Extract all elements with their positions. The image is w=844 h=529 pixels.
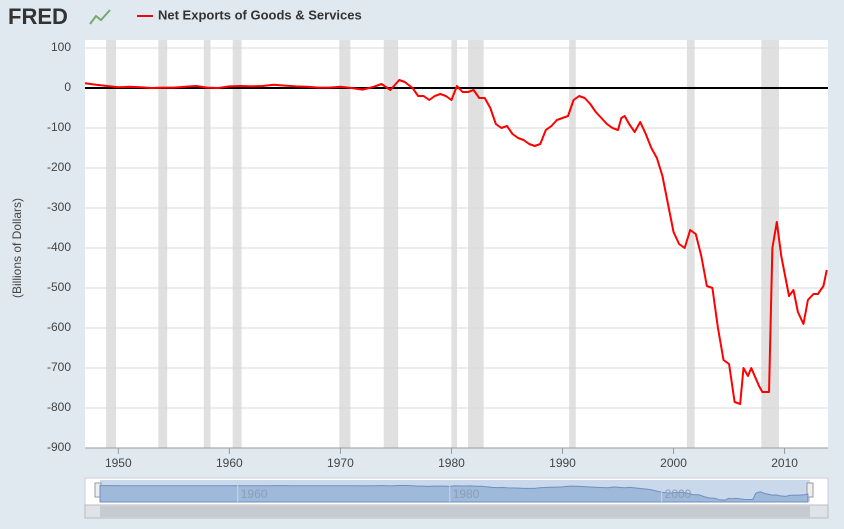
recession-band bbox=[451, 40, 457, 448]
y-tick-label: -100 bbox=[47, 120, 71, 134]
x-tick-label: 1950 bbox=[105, 456, 132, 470]
y-tick-label: -600 bbox=[47, 320, 71, 334]
x-tick-label: 1990 bbox=[549, 456, 576, 470]
y-tick-label: -500 bbox=[47, 280, 71, 294]
data-line bbox=[84, 79, 828, 405]
navigator-tick-label: 1960 bbox=[241, 487, 268, 501]
y-tick-label: -300 bbox=[47, 200, 71, 214]
navigator-tick-label: 1980 bbox=[453, 487, 480, 501]
x-tick-label: 1980 bbox=[438, 456, 465, 470]
recession-band bbox=[232, 40, 242, 448]
recession-band bbox=[203, 40, 211, 448]
recession-band bbox=[158, 40, 168, 448]
recession-band bbox=[468, 40, 484, 448]
y-tick-label: -800 bbox=[47, 400, 71, 414]
y-tick-label: -200 bbox=[47, 160, 71, 174]
y-tick-label: -700 bbox=[47, 360, 71, 374]
logo-icon bbox=[89, 9, 111, 25]
x-tick-label: 1970 bbox=[327, 456, 354, 470]
y-tick-label: -400 bbox=[47, 240, 71, 254]
recession-band bbox=[383, 40, 399, 448]
x-tick-label: 1960 bbox=[216, 456, 243, 470]
brand-logo: FRED bbox=[8, 4, 68, 29]
navigator-handle-right[interactable] bbox=[806, 482, 814, 498]
navigator-area bbox=[99, 484, 809, 503]
y-tick-label: 0 bbox=[64, 80, 71, 94]
x-tick-label: 2000 bbox=[660, 456, 687, 470]
recession-band bbox=[339, 40, 351, 448]
y-axis-label: (Billions of Dollars) bbox=[10, 198, 24, 298]
legend-label: Net Exports of Goods & Services bbox=[158, 7, 362, 22]
y-tick-label: 100 bbox=[51, 40, 71, 54]
y-tick-label: -900 bbox=[47, 440, 71, 454]
recession-band bbox=[686, 40, 695, 448]
navigator-tick-label: 2000 bbox=[665, 487, 692, 501]
recession-band bbox=[106, 40, 117, 448]
recession-band bbox=[569, 40, 576, 448]
scrollbar-thumb[interactable] bbox=[100, 506, 810, 517]
x-tick-label: 2010 bbox=[771, 456, 798, 470]
recession-band bbox=[761, 40, 780, 448]
